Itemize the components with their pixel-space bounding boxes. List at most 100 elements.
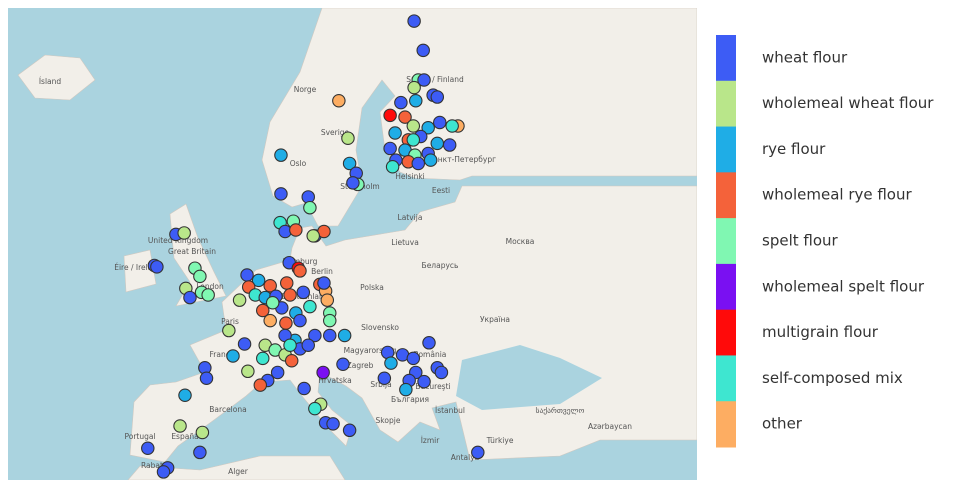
- map-label: Sverige: [321, 128, 350, 137]
- point: [308, 401, 322, 416]
- map-label: Skopje: [376, 416, 401, 425]
- point: [222, 323, 236, 338]
- point: [193, 269, 207, 284]
- map-label: Magyarország: [344, 346, 397, 355]
- legend-swatch: [716, 218, 736, 265]
- legend-label: wheat flour: [762, 48, 848, 66]
- legend-label: multigrain flour: [762, 323, 879, 341]
- point: [337, 328, 352, 343]
- point: [296, 285, 311, 300]
- point: [316, 365, 330, 380]
- map-label: Беларусь: [422, 261, 459, 270]
- point: [263, 278, 277, 293]
- point: [320, 293, 335, 307]
- map-label: Oslo: [290, 159, 307, 168]
- map-label: Azərbaycan: [588, 422, 632, 431]
- legend-label: rye flour: [762, 140, 826, 158]
- point: [195, 425, 210, 440]
- point: [183, 290, 197, 305]
- map-label: Alger: [228, 467, 249, 476]
- map-label: Éire / Ireland: [114, 263, 162, 272]
- point: [199, 371, 214, 385]
- point: [193, 445, 207, 460]
- map-label: Rabat: [141, 461, 163, 470]
- point: [283, 288, 297, 302]
- legend-label: wholemeal rye flour: [762, 186, 912, 204]
- map-label: Srbija: [370, 380, 391, 389]
- point: [406, 119, 421, 133]
- map-label: İstanbul: [435, 406, 465, 415]
- point: [406, 133, 421, 147]
- point: [407, 14, 421, 28]
- legend-label: wholemeal wheat flour: [762, 94, 934, 112]
- black-sea: [456, 345, 602, 410]
- point: [394, 95, 408, 110]
- point: [342, 423, 357, 438]
- map-label: London: [196, 282, 224, 291]
- point: [251, 273, 266, 288]
- point: [434, 365, 449, 380]
- point: [341, 131, 355, 145]
- point: [430, 90, 445, 104]
- map-label: Hamburg: [283, 257, 318, 266]
- map-label: Санкт-Петербург: [428, 155, 496, 164]
- point: [442, 138, 457, 152]
- point: [274, 187, 288, 201]
- map-label: Suomi / Finland: [406, 75, 464, 84]
- point: [177, 226, 191, 240]
- point: [178, 388, 192, 403]
- point: [326, 417, 340, 431]
- map-label: Polska: [360, 283, 384, 292]
- point: [241, 364, 255, 379]
- point: [293, 264, 307, 278]
- point: [274, 148, 288, 162]
- point: [377, 371, 392, 385]
- point: [253, 378, 268, 392]
- point: [422, 336, 436, 350]
- point: [270, 365, 285, 380]
- point: [256, 351, 270, 366]
- point: [398, 110, 412, 124]
- africa: [127, 455, 346, 480]
- map-label: Zagreb: [347, 361, 374, 370]
- point: [308, 328, 322, 343]
- point: [263, 313, 277, 328]
- map-label: România: [414, 350, 447, 359]
- point: [411, 156, 426, 171]
- map-label: Norge: [294, 85, 317, 94]
- legend-swatch: [716, 172, 736, 219]
- map-label: Москва: [506, 237, 535, 246]
- map-label: Portugal: [124, 432, 155, 441]
- point: [383, 141, 397, 156]
- map-label: Bucureşti: [415, 382, 450, 391]
- map-label: Hrvatska: [318, 376, 351, 385]
- map-label: France: [210, 350, 235, 359]
- legend-label: spelt flour: [762, 232, 839, 250]
- point: [201, 288, 215, 302]
- map-label: España: [171, 432, 198, 441]
- point: [445, 119, 459, 133]
- point: [301, 338, 315, 352]
- legend-swatch: [716, 126, 736, 173]
- point: [256, 303, 270, 318]
- point: [407, 80, 421, 95]
- legend-swatch: [716, 401, 736, 448]
- point: [279, 316, 293, 330]
- point: [156, 465, 171, 479]
- map[interactable]: ÍslandNorgeSverigeOsloStockholmSuomi / F…: [8, 8, 697, 480]
- map-label: Україна: [480, 315, 510, 324]
- point: [293, 313, 307, 328]
- point: [279, 276, 294, 290]
- point: [323, 313, 337, 328]
- point: [332, 94, 346, 108]
- point: [423, 153, 438, 167]
- map-label: Ísland: [39, 77, 62, 86]
- iceland: [17, 54, 96, 101]
- point: [226, 349, 240, 363]
- legend: wheat flour wholemeal wheat flour rye flou…: [716, 35, 934, 448]
- point: [317, 276, 331, 290]
- point: [303, 299, 317, 314]
- point: [240, 268, 254, 282]
- legend-swatch: [716, 35, 736, 82]
